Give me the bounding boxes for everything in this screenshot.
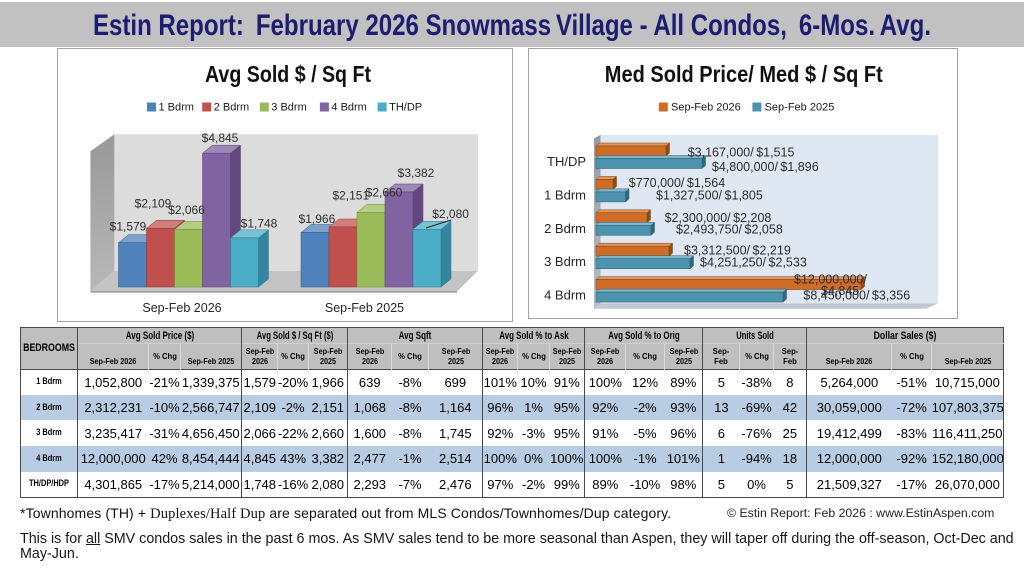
svg-text:$1,966: $1,966 (299, 212, 336, 226)
svg-text:Sep-Feb 2025: Sep-Feb 2025 (765, 102, 835, 114)
svg-text:$3,382: $3,382 (398, 166, 435, 180)
svg-text:Sep-Feb 2026: Sep-Feb 2026 (671, 102, 741, 114)
svg-text:$3,312,500/ $2,219: $3,312,500/ $2,219 (684, 244, 791, 258)
svg-text:Sep-Feb 2025: Sep-Feb 2025 (325, 301, 404, 315)
svg-text:3 Bdrm: 3 Bdrm (544, 254, 586, 269)
svg-text:$12,000,000/: $12,000,000/ (794, 273, 868, 287)
svg-text:$1,327,500/ $1,805: $1,327,500/ $1,805 (656, 189, 763, 203)
svg-text:Sep-Feb 2026: Sep-Feb 2026 (142, 301, 221, 315)
svg-text:4 Bdrm: 4 Bdrm (544, 288, 586, 303)
svg-text:4 Bdrm: 4 Bdrm (331, 102, 366, 114)
svg-text:Med Sold Price/ Med $ / Sq Ft: Med Sold Price/ Med $ / Sq Ft (605, 61, 883, 87)
svg-text:Avg Sold $ / Sq Ft: Avg Sold $ / Sq Ft (205, 61, 371, 87)
svg-text:$4,845: $4,845 (821, 284, 859, 298)
svg-text:$770,000/ $1,564: $770,000/ $1,564 (629, 176, 725, 190)
svg-text:Estin Report: February 2026 Sn: Estin Report: February 2026 Snowmass Vil… (93, 9, 931, 42)
svg-text:3 Bdrm: 3 Bdrm (271, 102, 306, 114)
svg-text:1 Bdrm: 1 Bdrm (159, 102, 194, 114)
svg-text:$2,493,750/ $2,058: $2,493,750/ $2,058 (676, 223, 783, 237)
svg-text:$1,579: $1,579 (110, 220, 147, 234)
svg-text:1 Bdrm: 1 Bdrm (544, 187, 586, 202)
svg-text:$1,748: $1,748 (241, 217, 278, 231)
svg-text:$2,660: $2,660 (366, 186, 403, 200)
svg-text:$8,450,000/ $3,356: $8,450,000/ $3,356 (803, 289, 910, 303)
svg-text:$4,251,250/ $2,533: $4,251,250/ $2,533 (700, 256, 807, 270)
svg-text:$4,800,000/ $1,896: $4,800,000/ $1,896 (712, 160, 819, 174)
svg-text:$2,066: $2,066 (168, 203, 205, 217)
svg-text:$3,167,000/ $1,515: $3,167,000/ $1,515 (688, 146, 795, 160)
svg-text:TH/DP: TH/DP (389, 102, 422, 114)
svg-text:$2,109: $2,109 (135, 196, 172, 210)
svg-text:2 Bdrm: 2 Bdrm (214, 102, 249, 114)
svg-text:$2,080: $2,080 (432, 207, 469, 221)
svg-text:$4,845: $4,845 (202, 131, 239, 145)
svg-text:$2,300,000/ $2,208: $2,300,000/ $2,208 (665, 211, 772, 225)
svg-text:$2,151: $2,151 (332, 188, 369, 202)
svg-text:2 Bdrm: 2 Bdrm (544, 221, 586, 236)
svg-text:TH/DP: TH/DP (547, 154, 586, 169)
